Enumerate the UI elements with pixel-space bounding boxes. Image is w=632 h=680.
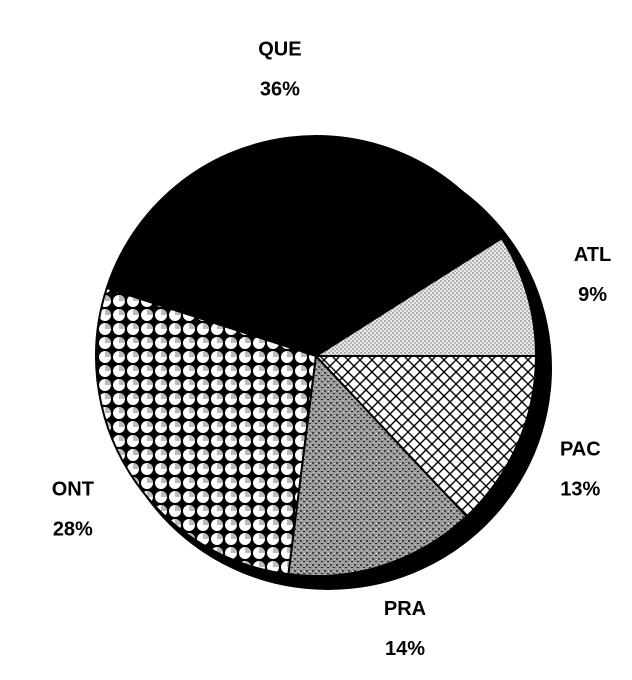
pie-slice bbox=[312, 236, 538, 357]
labels: ATL 9% QUE 36% ONT 28% PRA 14% PAC 13% bbox=[52, 39, 612, 661]
slice-value-label: 28% bbox=[53, 519, 93, 541]
slice-label: PRA bbox=[384, 598, 426, 620]
slice-value-label: 13% bbox=[560, 479, 600, 501]
slice-label: ATL bbox=[574, 244, 611, 266]
pie-slice bbox=[95, 286, 318, 576]
slice-label: PAC bbox=[560, 439, 601, 461]
pie-slice bbox=[105, 135, 504, 358]
slice-label: QUE bbox=[258, 39, 301, 61]
pie-slice bbox=[313, 355, 538, 518]
slice-value-label: 36% bbox=[260, 79, 300, 101]
slice-label: ONT bbox=[52, 479, 94, 501]
slice-value-label: 9% bbox=[578, 284, 607, 306]
slice-value-label: 14% bbox=[385, 638, 425, 660]
slices bbox=[95, 135, 538, 577]
pie-slice bbox=[287, 353, 469, 577]
